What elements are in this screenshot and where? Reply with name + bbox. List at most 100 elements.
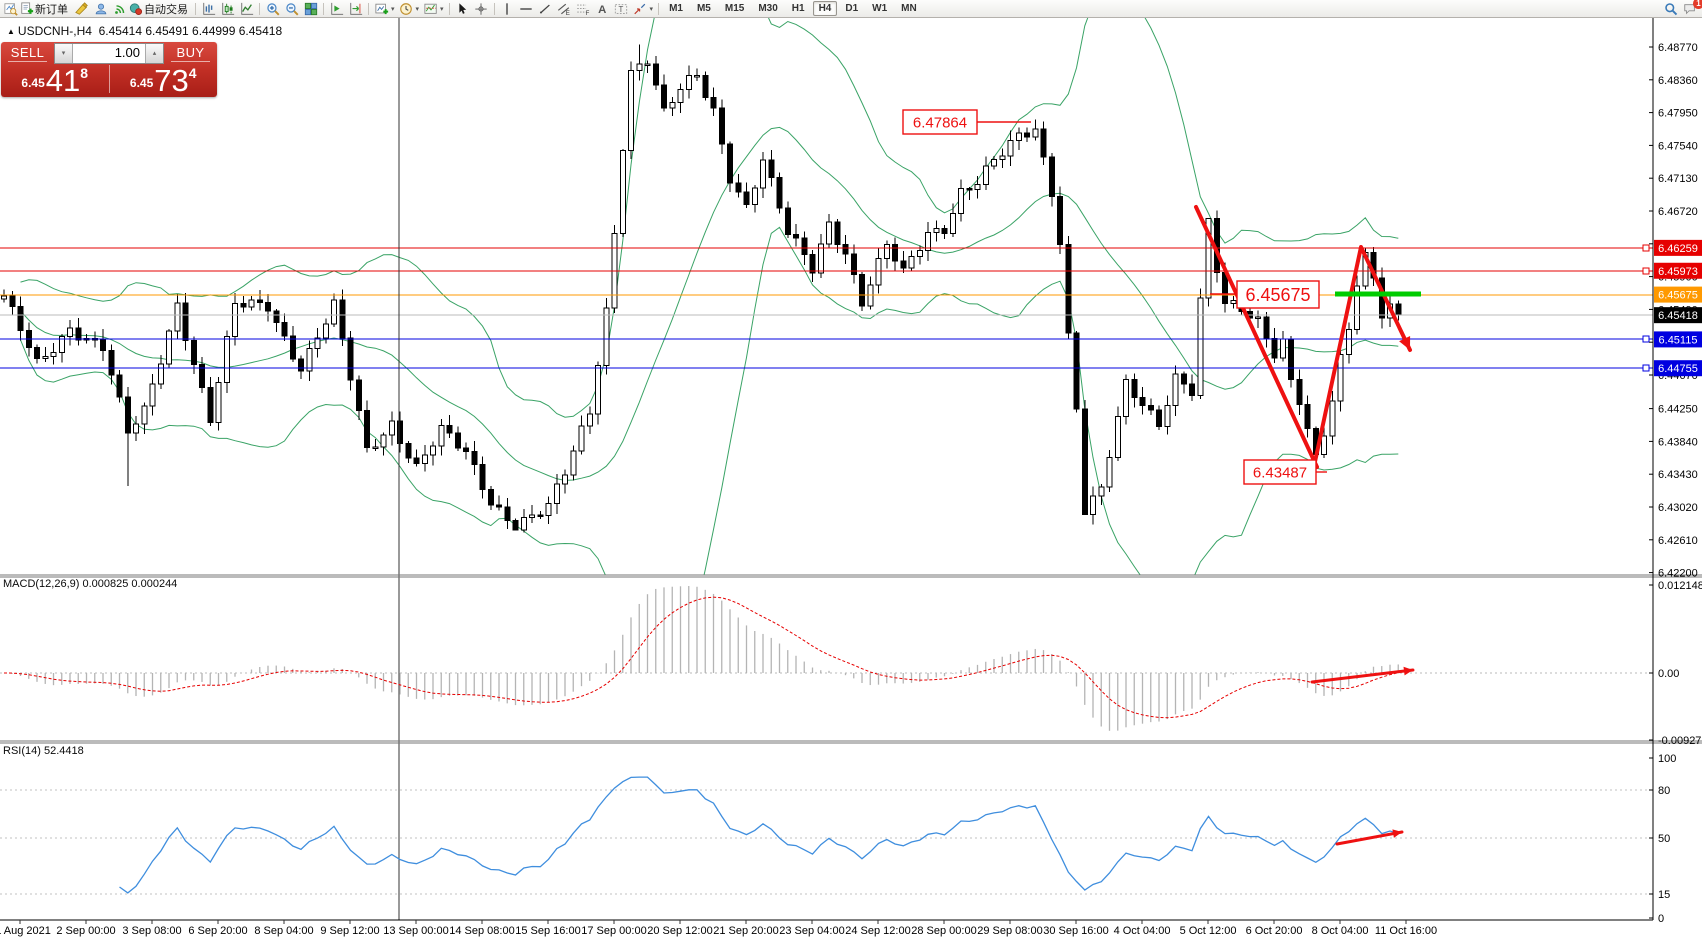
- tf-W1[interactable]: W1: [872, 3, 888, 14]
- cursor-icon[interactable]: [453, 1, 472, 16]
- svg-text:31 Aug 2021: 31 Aug 2021: [0, 925, 51, 937]
- toolbar-separator: [259, 2, 260, 15]
- svg-text:T: T: [619, 5, 624, 14]
- chart-autoscroll-icon[interactable]: [346, 1, 365, 16]
- indicator-arrow: [1335, 830, 1404, 846]
- trendline-icon[interactable]: [536, 1, 555, 16]
- buy-price-pip: 4: [188, 65, 197, 81]
- svg-text:6.43840: 6.43840: [1658, 436, 1698, 448]
- svg-text:20 Sep 12:00: 20 Sep 12:00: [647, 925, 712, 937]
- svg-text:6.45675: 6.45675: [1658, 290, 1698, 302]
- svg-text:6.44250: 6.44250: [1658, 404, 1698, 416]
- bollinger-bands: [20, 18, 1399, 575]
- volume-decrease-button[interactable]: ▾: [55, 43, 73, 63]
- svg-text:9 Sep 12:00: 9 Sep 12:00: [320, 925, 379, 937]
- crosshair-icon[interactable]: [472, 1, 491, 16]
- price-annotation-box: [902, 109, 978, 135]
- brush-icon[interactable]: [72, 1, 91, 16]
- annotations: 6.47864 6.45675 6.43487: [902, 109, 1421, 846]
- sell-button[interactable]: 6.45 41 8: [1, 64, 109, 96]
- new-chart-icon-dropdown[interactable]: ▾: [391, 5, 395, 13]
- svg-text:8 Sep 04:00: 8 Sep 04:00: [254, 925, 313, 937]
- symbol-name: USDCNH-,H4: [17, 24, 92, 38]
- svg-text:6.45115: 6.45115: [1659, 334, 1698, 346]
- svg-text:6.47864: 6.47864: [913, 114, 967, 131]
- line-chart-icon[interactable]: [237, 1, 256, 16]
- zoom-out-icon[interactable]: [282, 1, 301, 16]
- svg-text:3 Sep 08:00: 3 Sep 08:00: [122, 925, 181, 937]
- zoom-in-icon[interactable]: [263, 1, 282, 16]
- templates-icon[interactable]: [421, 1, 440, 16]
- trade-panel-divider: [108, 65, 110, 93]
- volume-increase-button[interactable]: ▴: [145, 43, 163, 63]
- tf-M15[interactable]: M15: [724, 3, 745, 14]
- rsi-panel: [0, 776, 1653, 895]
- toolbar-separator: [195, 2, 196, 15]
- svg-text:6.43020: 6.43020: [1658, 502, 1698, 514]
- periods-icon[interactable]: [397, 1, 416, 16]
- tf-M5[interactable]: M5: [696, 3, 711, 14]
- svg-text:24 Sep 12:00: 24 Sep 12:00: [845, 925, 910, 937]
- vline-icon[interactable]: [498, 1, 517, 16]
- main-toolbar: 新订单 自动交易 ▾ ▾ ▾ E F A T ▾ M1 M5 M15 M30 H1 H4 D1 W1 MN 1: [0, 0, 1702, 18]
- volume-input[interactable]: 1.00: [114, 44, 140, 60]
- chart-shift-icon[interactable]: [327, 1, 346, 16]
- text-icon[interactable]: A: [593, 1, 612, 16]
- svg-text:2 Sep 00:00: 2 Sep 00:00: [56, 925, 115, 937]
- autotrade-icon[interactable]: 自动交易: [129, 1, 192, 16]
- buy-price-prefix: 6.45: [129, 76, 154, 90]
- svg-text:11 Oct 16:00: 11 Oct 16:00: [1375, 925, 1437, 937]
- buy-button[interactable]: 6.45 73 4: [110, 64, 218, 96]
- tile-windows-icon[interactable]: [301, 1, 320, 16]
- svg-text:80: 80: [1658, 785, 1670, 797]
- symbol-marker-icon: ▲: [7, 27, 15, 36]
- channel-icon[interactable]: E: [555, 1, 574, 16]
- label-icon[interactable]: T: [612, 1, 631, 16]
- price-annotation-box: [1236, 280, 1320, 309]
- svg-text:6.48770: 6.48770: [1658, 42, 1698, 54]
- tf-M1[interactable]: M1: [669, 3, 683, 14]
- macd-panel: [0, 586, 1653, 731]
- sell-price-main: 41: [45, 63, 81, 98]
- volume-spinner: ▾ 1.00 ▴: [54, 42, 164, 64]
- templates-icon-dropdown[interactable]: ▾: [440, 5, 444, 13]
- svg-text:6.46259: 6.46259: [1658, 243, 1698, 255]
- price-badges: 6.46259 6.45973 6.45675 6.45418 6.45115 6.447…: [1654, 239, 1702, 377]
- svg-text:E: E: [566, 10, 570, 16]
- horizontal-lines: [0, 244, 1653, 372]
- fibo-icon[interactable]: F: [574, 1, 593, 16]
- tf-H4[interactable]: H4: [812, 1, 838, 16]
- svg-text:6.47130: 6.47130: [1658, 173, 1698, 185]
- chart-zoom-icon[interactable]: [1, 1, 20, 16]
- macd-indicator-label: MACD(12,26,9) 0.000825 0.000244: [3, 578, 178, 590]
- bars-chart-icon[interactable]: [199, 1, 218, 16]
- shapes-icon-dropdown[interactable]: ▾: [649, 5, 654, 13]
- tf-H1[interactable]: H1: [791, 3, 805, 14]
- indicator-arrow: [1310, 668, 1415, 684]
- periods-icon-dropdown[interactable]: ▾: [415, 5, 420, 13]
- notification-icon[interactable]: 1: [1680, 0, 1702, 16]
- svg-text:8 Oct 04:00: 8 Oct 04:00: [1312, 925, 1369, 937]
- chart-symbol-info: ▲ USDCNH-,H4 6.45414 6.45491 6.44999 6.45…: [7, 24, 282, 38]
- axes: [0, 18, 1702, 921]
- candles-chart-icon[interactable]: [218, 1, 237, 16]
- toolbar-separator: [323, 2, 324, 15]
- svg-text:28 Sep 00:00: 28 Sep 00:00: [911, 925, 976, 937]
- hline-icon[interactable]: [517, 1, 536, 16]
- buy-label: BUY: [171, 45, 210, 62]
- price-annotation-box: [1243, 459, 1317, 485]
- svg-text:6.43430: 6.43430: [1658, 469, 1698, 481]
- tf-D1[interactable]: D1: [845, 3, 859, 14]
- buy-price-main: 73: [154, 63, 189, 98]
- tf-MN[interactable]: MN: [901, 3, 917, 14]
- new-chart-icon[interactable]: [372, 1, 391, 16]
- shapes-icon[interactable]: [631, 1, 650, 16]
- tf-M30[interactable]: M30: [758, 3, 778, 14]
- new-order-icon[interactable]: 新订单: [20, 1, 72, 16]
- search-icon[interactable]: [1661, 1, 1680, 16]
- signals-icon[interactable]: [110, 1, 129, 16]
- community-icon[interactable]: [91, 1, 110, 16]
- svg-text:13 Sep 00:00: 13 Sep 00:00: [383, 925, 448, 937]
- svg-text:30 Sep 16:00: 30 Sep 16:00: [1043, 925, 1108, 937]
